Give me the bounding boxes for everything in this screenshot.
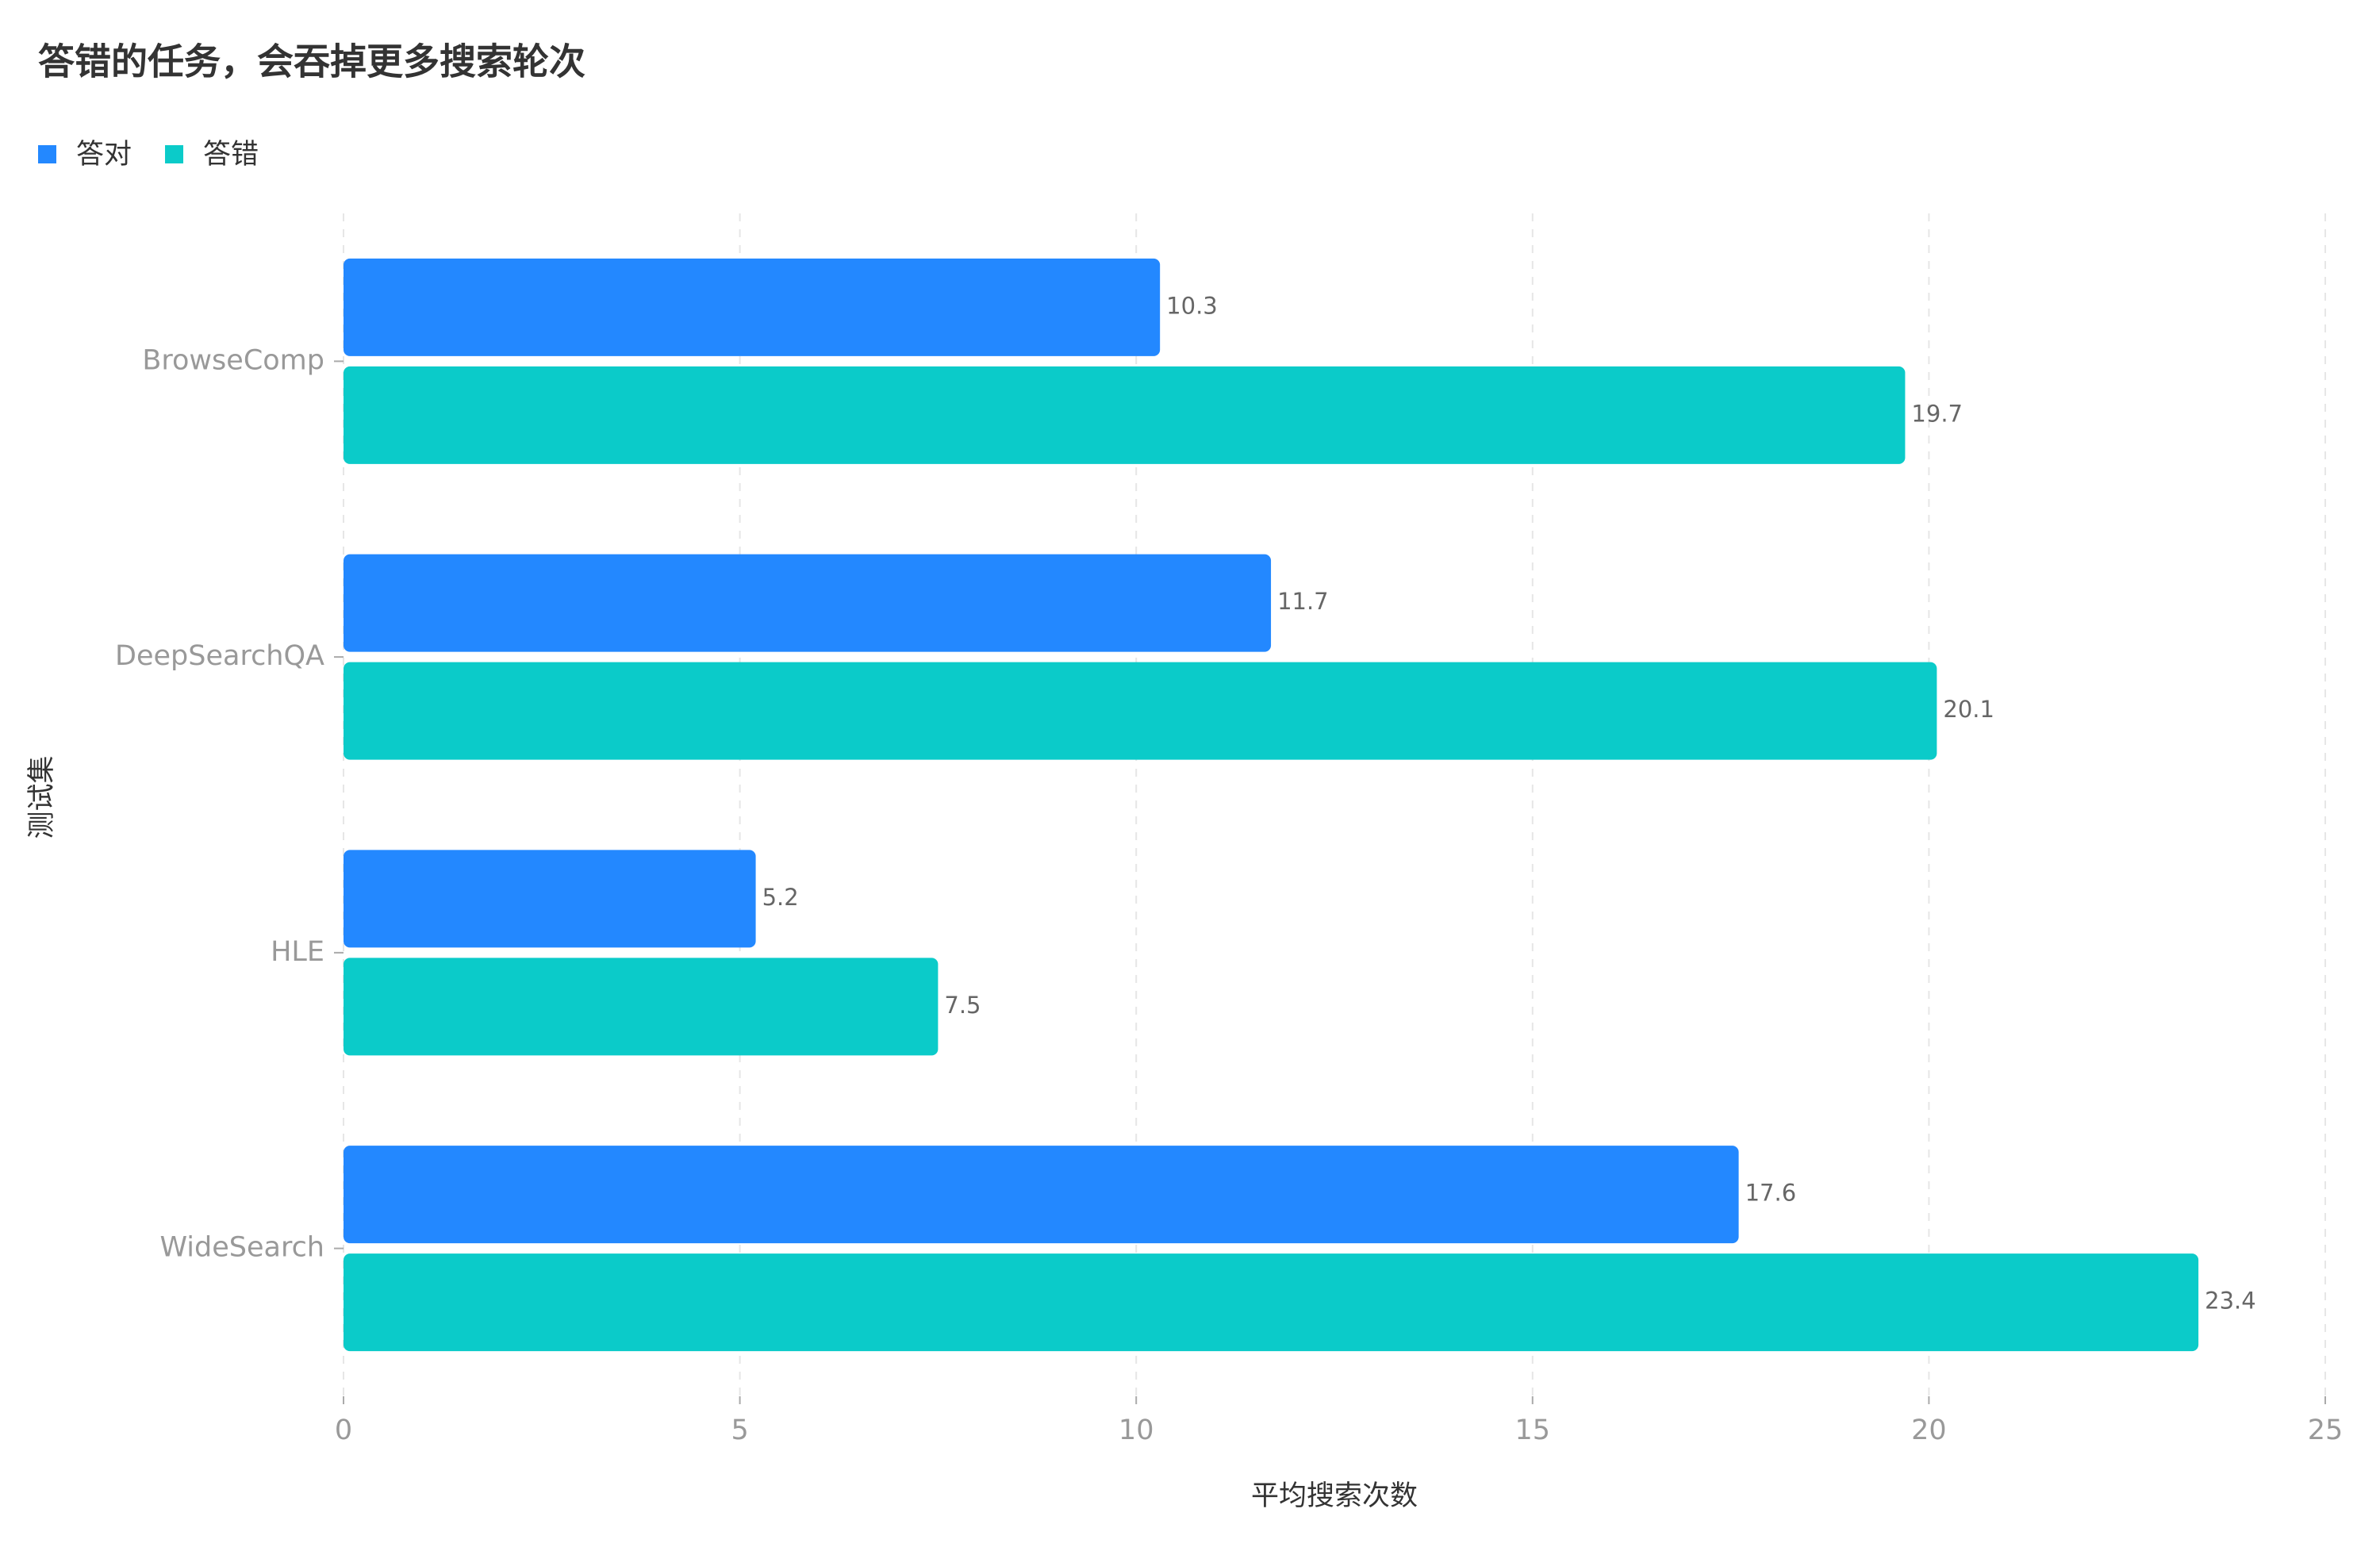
legend-label: 答错: [203, 139, 259, 171]
x-tick-label: 5: [731, 1415, 748, 1446]
value-label: 10.3: [1166, 292, 1218, 319]
value-label: 20.1: [1943, 696, 1994, 723]
y-tick-label: WideSearch: [159, 1232, 324, 1264]
value-label: 19.7: [1911, 400, 1963, 427]
bar: [344, 958, 939, 1056]
value-label: 11.7: [1277, 588, 1329, 615]
bar: [344, 1146, 1739, 1244]
value-label: 5.2: [762, 884, 799, 911]
bar: [344, 366, 1906, 464]
legend-swatch: [38, 145, 56, 163]
x-tick-label: 25: [2308, 1415, 2344, 1446]
bar: [344, 662, 1937, 760]
value-label: 17.6: [1745, 1180, 1797, 1207]
y-tick-label: HLE: [271, 936, 324, 968]
bar: [344, 850, 756, 948]
chart-title: 答错的任务，会吞掉更多搜索轮次: [38, 40, 585, 83]
y-tick-label: DeepSearchQA: [115, 640, 324, 672]
x-axis-label: 平均搜索次数: [1251, 1480, 1418, 1512]
y-axis-label: 测试集: [26, 755, 58, 839]
x-tick-label: 15: [1515, 1415, 1551, 1446]
legend-swatch: [165, 145, 184, 163]
y-tick-label: BrowseComp: [142, 344, 324, 376]
bar: [344, 554, 1272, 652]
legend-label: 答对: [76, 139, 132, 171]
x-tick-label: 0: [335, 1415, 352, 1446]
x-tick-label: 20: [1911, 1415, 1947, 1446]
x-tick-label: 10: [1119, 1415, 1154, 1446]
bar: [344, 1253, 2199, 1352]
bar: [344, 258, 1161, 356]
value-label: 23.4: [2205, 1288, 2256, 1315]
value-label: 7.5: [944, 992, 981, 1019]
